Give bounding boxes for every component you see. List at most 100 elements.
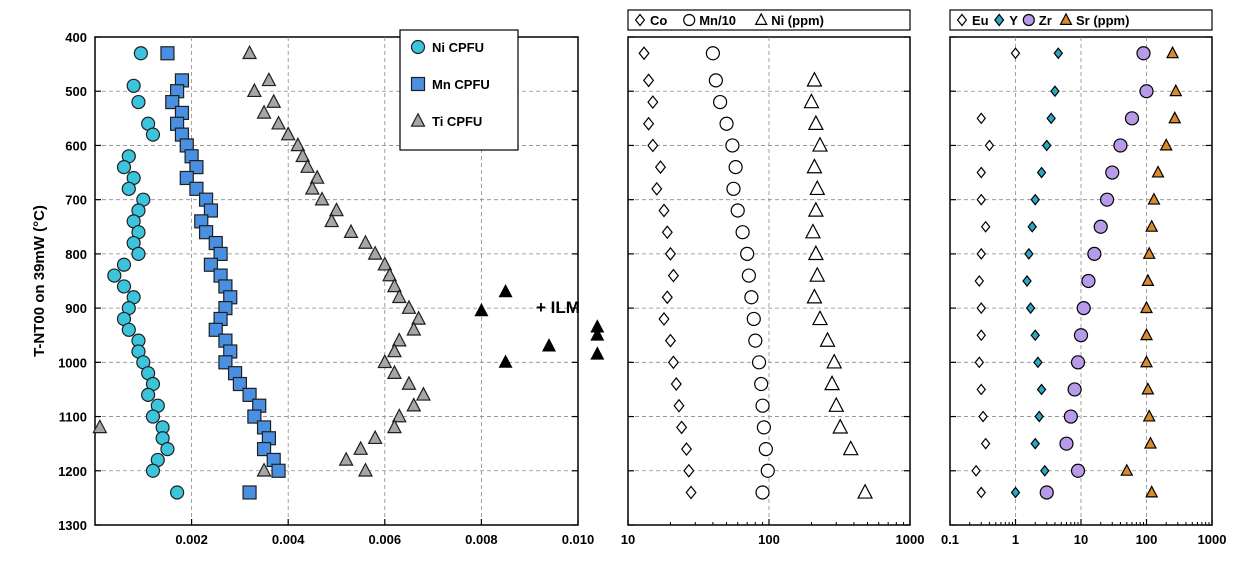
panel-1-x-tick-label: 0.006 bbox=[369, 532, 402, 547]
panel-3-legend-label: Zr bbox=[1039, 13, 1052, 28]
panel-1-point-ti-cpfu bbox=[280, 126, 296, 141]
panel-2-point-co bbox=[667, 355, 680, 370]
panel-2-point-mn-10 bbox=[719, 116, 734, 131]
panel-1-x-tick-label: 0.008 bbox=[465, 532, 498, 547]
panel-3-point-sr-ppm bbox=[1143, 436, 1157, 449]
panel-3-point-eu bbox=[974, 275, 985, 287]
y-tick-label: 1300 bbox=[58, 518, 87, 533]
panel-2-point-mn-10 bbox=[758, 441, 773, 457]
panel-1-point-ni-cpfu bbox=[131, 94, 146, 110]
panel-2-point-ni-ppm bbox=[828, 396, 845, 412]
panel-1-point-ilm bbox=[474, 302, 489, 317]
ilm-annotation: + ILM bbox=[536, 298, 580, 317]
panel-3-point-eu bbox=[976, 193, 987, 206]
panel-2-point-mn-10 bbox=[740, 246, 755, 261]
panel-2-point-co bbox=[667, 268, 680, 283]
panel-1-point-ni-cpfu bbox=[121, 181, 136, 196]
panel-3-point-y bbox=[1053, 47, 1064, 60]
panel-1-point-ti-cpfu bbox=[324, 212, 340, 228]
panel-2-legend-label: Mn/10 bbox=[699, 13, 736, 28]
panel-2-point-co bbox=[658, 203, 670, 218]
panel-1-point-ni-cpfu bbox=[160, 441, 175, 457]
panel-2-point-ni-ppm bbox=[807, 114, 824, 130]
panel-3-point-y bbox=[1030, 329, 1040, 342]
panel-3-legend-marker bbox=[994, 13, 1005, 27]
panel-2-point-mn-10 bbox=[755, 398, 770, 413]
panel-1-point-ti-cpfu bbox=[271, 115, 287, 130]
panel-1-point-mn-cpfu bbox=[271, 463, 286, 478]
panel-3-point-sr-ppm bbox=[1141, 382, 1155, 395]
panel-1-point-ti-cpfu bbox=[406, 397, 422, 412]
y-tick-label: 800 bbox=[65, 247, 87, 262]
panel-3-point-eu bbox=[976, 383, 987, 396]
panel-3-point-sr-ppm bbox=[1142, 246, 1156, 259]
panel-2-point-ni-ppm bbox=[812, 309, 828, 326]
panel-2-point-mn-10 bbox=[726, 181, 741, 196]
panel-2-point-co bbox=[664, 333, 677, 348]
panel-3-x-tick-label: 1000 bbox=[1198, 532, 1227, 547]
panel-3-point-sr-ppm bbox=[1151, 165, 1165, 178]
panel-1-point-ti-cpfu bbox=[415, 386, 431, 401]
panel-3-point-zr bbox=[1105, 165, 1120, 180]
panel-1-point-ti-cpfu bbox=[338, 451, 354, 466]
panel-3-point-sr-ppm bbox=[1147, 192, 1161, 205]
panel-3-point-zr bbox=[1139, 84, 1154, 99]
panel-3-point-eu bbox=[974, 356, 985, 369]
panel-1-point-ni-cpfu bbox=[131, 246, 146, 261]
panel-3-point-sr-ppm bbox=[1168, 110, 1182, 124]
panel-1-point-ti-cpfu bbox=[309, 169, 325, 184]
panel-1-point-ti-cpfu bbox=[290, 137, 306, 152]
panel-1-point-ni-cpfu bbox=[116, 257, 132, 272]
panel-3-point-y bbox=[1025, 302, 1036, 315]
panel-3-point-zr bbox=[1081, 273, 1096, 289]
panel-2-legend-marker bbox=[754, 12, 768, 25]
panel-1-point-ti-cpfu bbox=[406, 321, 422, 336]
panel-1-point-ti-cpfu bbox=[391, 288, 407, 304]
panel-2-point-ni-ppm bbox=[806, 71, 823, 87]
panel-2-point-ni-ppm bbox=[832, 418, 849, 434]
panel-3-point-zr bbox=[1070, 463, 1086, 478]
panel-2-point-co bbox=[638, 46, 650, 61]
panel-3-point-eu bbox=[976, 486, 987, 499]
panel-3-point-y bbox=[1033, 356, 1043, 369]
y-tick-label: 1000 bbox=[58, 355, 87, 370]
y-tick-label: 900 bbox=[65, 301, 87, 316]
panel-3-point-y bbox=[1030, 437, 1040, 450]
panel-1-point-ilm bbox=[498, 283, 513, 298]
panel-3-point-zr bbox=[1099, 192, 1115, 207]
panel-1-point-ilm bbox=[590, 327, 605, 341]
panel-1-point-ti-cpfu bbox=[411, 310, 427, 325]
panel-1-point-mn-cpfu bbox=[242, 387, 257, 402]
panel-2-point-co bbox=[643, 73, 655, 88]
panel-3-legend-box bbox=[949, 9, 1213, 31]
panel-2-point-ni-ppm bbox=[806, 288, 823, 304]
panel-1-legend-marker bbox=[410, 39, 426, 55]
panel-3-point-eu bbox=[976, 166, 987, 179]
panel-2-point-co bbox=[661, 290, 673, 305]
panel-3-point-sr-ppm bbox=[1169, 83, 1183, 97]
panel-1-point-mn-cpfu bbox=[247, 409, 262, 424]
panel-1-point-ti-cpfu bbox=[401, 299, 417, 314]
panel-3-point-zr bbox=[1059, 436, 1074, 451]
y-tick-label: 600 bbox=[65, 138, 87, 153]
panel-1-point-ti-cpfu bbox=[242, 44, 258, 60]
panel-1-point-mn-cpfu bbox=[165, 94, 180, 110]
panel-1-point-ni-cpfu bbox=[133, 46, 148, 61]
panel-2-x-tick-label: 100 bbox=[758, 532, 780, 547]
panel-3-legend-label: Eu bbox=[972, 13, 989, 28]
panel-1-legend-label: Ti CPFU bbox=[432, 114, 482, 129]
panel-2-point-ni-ppm bbox=[857, 483, 874, 499]
panel-3-point-sr-ppm bbox=[1145, 219, 1159, 232]
panel-2-legend-box bbox=[627, 9, 911, 31]
panel-2-point-ni-ppm bbox=[819, 331, 836, 347]
panel-3-point-y bbox=[1010, 486, 1021, 499]
panel-1-point-ti-cpfu bbox=[266, 93, 282, 108]
panel-1-point-mn-cpfu bbox=[160, 46, 175, 61]
panel-1-point-ti-cpfu bbox=[256, 104, 272, 119]
panel-1-point-ni-cpfu bbox=[116, 279, 132, 294]
panel-3-point-y bbox=[1024, 247, 1034, 260]
panel-3-point-eu bbox=[976, 112, 987, 125]
panel-3-point-sr-ppm bbox=[1142, 409, 1156, 422]
